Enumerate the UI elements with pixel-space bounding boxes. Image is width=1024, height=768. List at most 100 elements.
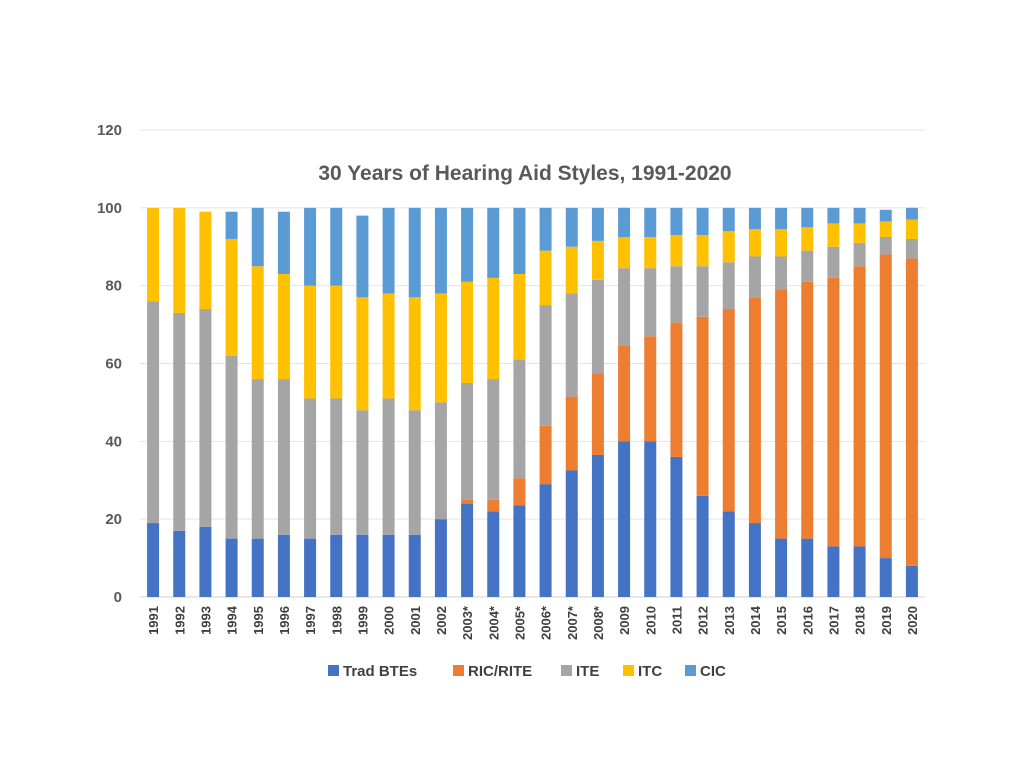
bar-segment: [173, 207, 186, 313]
bar-segment: [644, 336, 657, 442]
bar-segment: [487, 207, 500, 278]
bar-segment: [591, 373, 604, 455]
bar-segment: [670, 266, 683, 323]
bar-segment: [879, 254, 892, 559]
bar-segment: [696, 266, 709, 317]
x-tick-label: 2016: [800, 606, 815, 635]
bar-segment: [513, 207, 526, 274]
bar-segment: [147, 207, 160, 302]
legend-swatch: [328, 665, 339, 676]
chart-title: 30 Years of Hearing Aid Styles, 1991-202…: [318, 162, 731, 185]
x-tick-label: 2020: [905, 606, 920, 635]
y-tick-label: 120: [97, 122, 122, 139]
bar-segment: [277, 211, 290, 274]
bar-segment: [277, 534, 290, 597]
bar-segment: [591, 454, 604, 597]
x-tick-label: 2013: [722, 606, 737, 635]
y-tick-label: 100: [97, 200, 122, 217]
bar-segment: [330, 285, 343, 399]
y-tick-label: 80: [105, 278, 122, 295]
bar-segment: [801, 250, 814, 282]
legend-swatch: [623, 665, 634, 676]
bar-segment: [670, 207, 683, 236]
bar-segment: [199, 309, 212, 527]
bar-segment: [225, 238, 238, 356]
bar-segment: [644, 441, 657, 597]
bar-segment: [748, 229, 761, 257]
x-tick-label: 2005*: [512, 605, 527, 640]
x-tick-label: 2014: [748, 605, 763, 635]
bar-segment: [408, 207, 421, 298]
bar-segment: [304, 398, 317, 539]
bar-segment: [722, 207, 735, 232]
bar-segment: [748, 207, 761, 230]
bar-segment: [173, 312, 186, 531]
x-tick-label: 2012: [696, 606, 711, 635]
x-tick-label: 1999: [355, 606, 370, 635]
x-axis-ticks: 1991 1992 1993 1994 1995 1996 1997 1998 1999 2000…: [146, 605, 920, 640]
x-tick-label: 2003*: [460, 605, 475, 640]
gridlines: [140, 129, 925, 598]
bar-segment: [827, 546, 840, 597]
bar-segment: [434, 293, 447, 403]
x-tick-label: 2015: [774, 606, 789, 635]
x-tick-label: 2000: [382, 606, 397, 635]
bar-segment: [827, 207, 840, 224]
bar-segment: [382, 534, 395, 597]
x-tick-label: 2019: [879, 606, 894, 635]
bar-segment: [591, 207, 604, 241]
bar-segment: [722, 231, 735, 263]
bar-segment: [853, 223, 866, 243]
bar-segment: [513, 478, 526, 506]
bar-segment: [330, 534, 343, 597]
bar-segment: [513, 273, 526, 360]
bar-segment: [513, 505, 526, 597]
bar-segment: [461, 207, 474, 282]
x-tick-label: 1992: [172, 606, 187, 635]
bar-segment: [696, 207, 709, 236]
bar-segment: [618, 207, 631, 238]
bar-segment: [330, 207, 343, 286]
bar-segment: [356, 215, 369, 298]
bar-segment: [565, 470, 578, 597]
bar-segment: [748, 256, 761, 298]
bar-segment: [644, 207, 657, 238]
x-tick-label: 1996: [277, 606, 292, 635]
bar-segment: [304, 207, 317, 286]
bar-segment: [644, 268, 657, 337]
bar-segment: [905, 207, 918, 220]
bar-segment: [356, 534, 369, 597]
bar-segment: [539, 425, 552, 485]
bar-segment: [801, 207, 814, 228]
bar-segment: [251, 379, 264, 539]
bar-segment: [775, 256, 788, 290]
x-tick-label: 1991: [146, 606, 161, 635]
bar-segment: [565, 207, 578, 247]
bar-segment: [382, 293, 395, 399]
bar-segment: [801, 281, 814, 539]
bar-segment: [905, 565, 918, 597]
bars: [147, 207, 918, 597]
x-tick-label: 2010: [643, 606, 658, 635]
bar-segment: [408, 297, 421, 411]
x-tick-label: 1998: [329, 606, 344, 635]
bar-segment: [775, 207, 788, 230]
bar-segment: [461, 382, 474, 500]
bar-segment: [513, 359, 526, 479]
y-axis-ticks: 0 20 40 60 80 100 120: [97, 122, 122, 606]
bar-segment: [801, 227, 814, 251]
bar-segment: [539, 250, 552, 306]
bar-segment: [487, 379, 500, 500]
legend-label: Trad BTEs: [343, 663, 417, 680]
bar-segment: [879, 558, 892, 597]
bar-segment: [905, 219, 918, 239]
bar-segment: [618, 441, 631, 597]
bar-segment: [487, 499, 500, 512]
bar-segment: [670, 456, 683, 597]
bar-segment: [618, 345, 631, 442]
bar-segment: [461, 499, 474, 504]
y-tick-label: 60: [105, 356, 122, 373]
bar-segment: [591, 279, 604, 374]
bar-segment: [330, 398, 343, 535]
